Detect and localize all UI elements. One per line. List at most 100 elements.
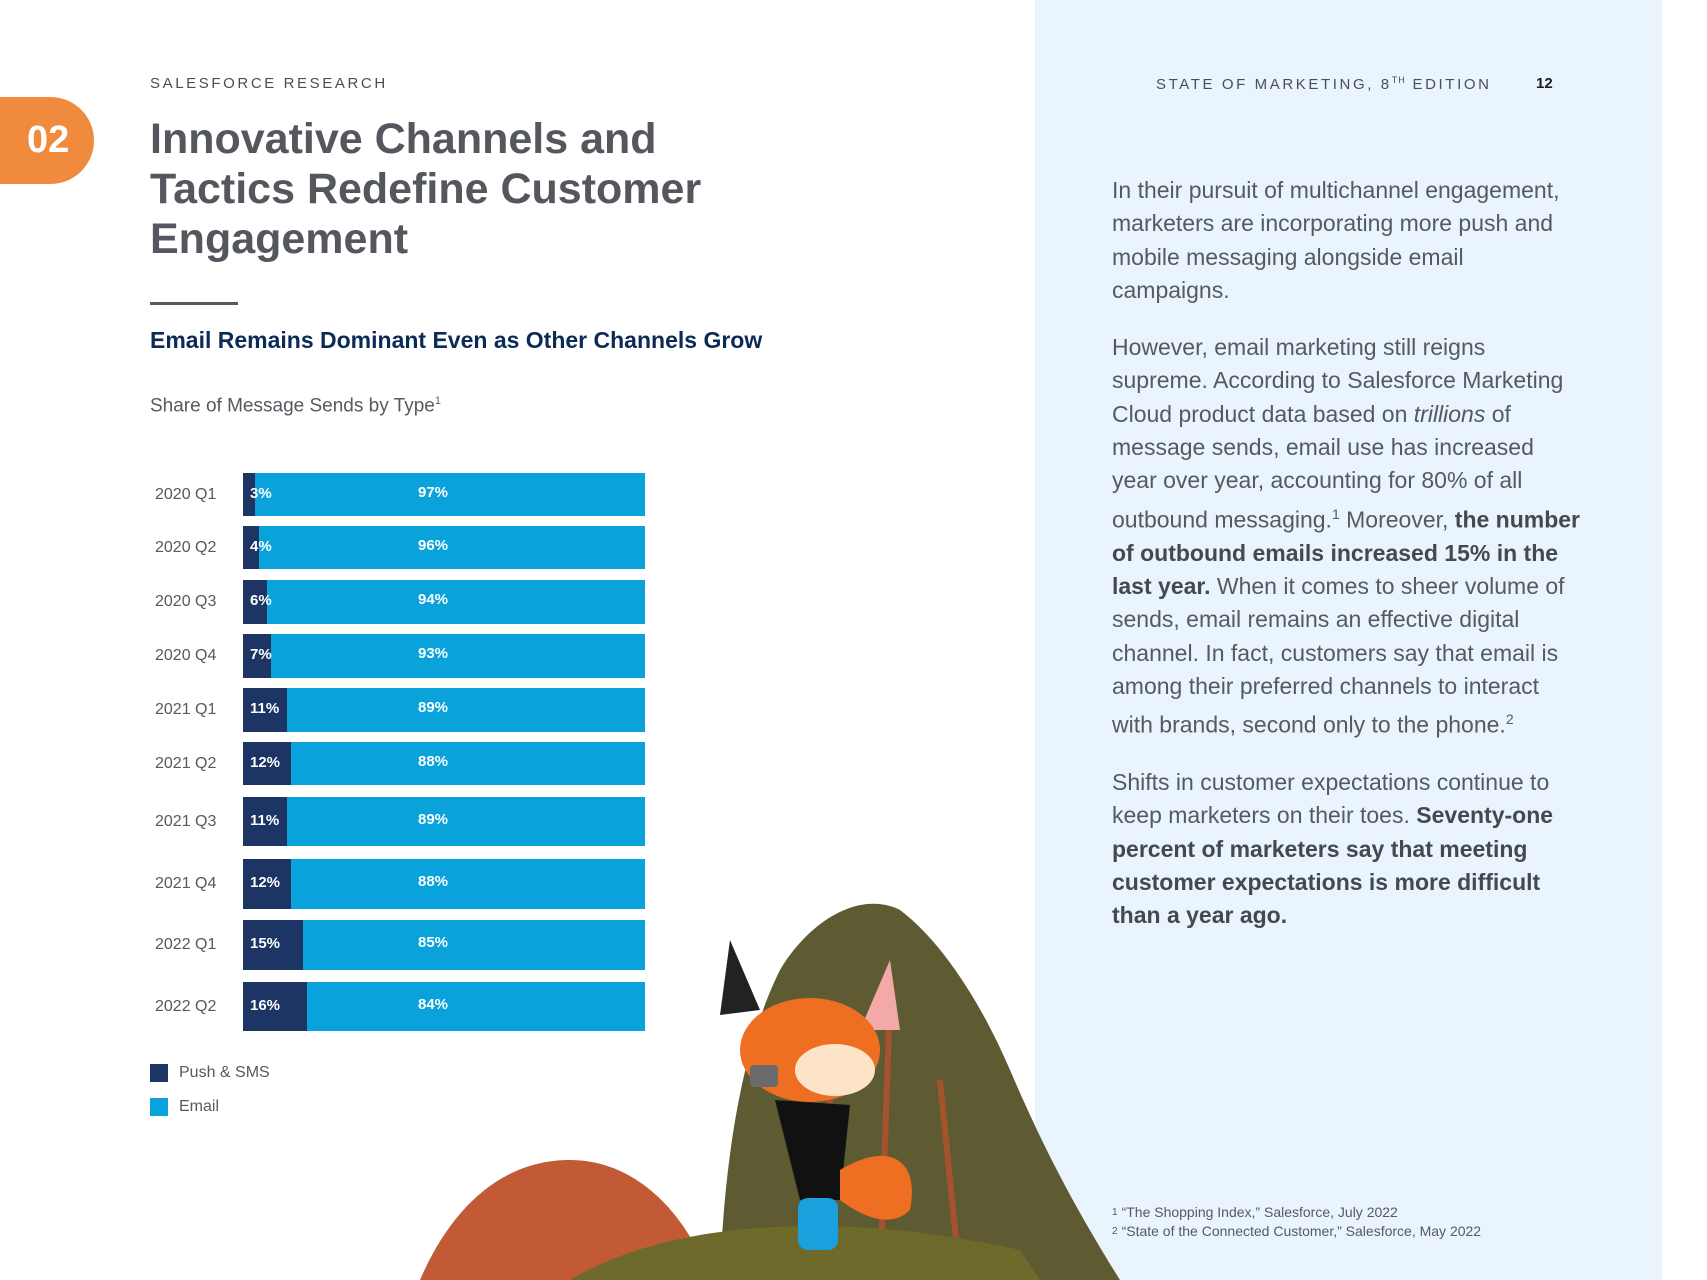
chart-subtitle: Share of Message Sends by Type1 xyxy=(150,395,441,417)
value-label-push-sms: 3% xyxy=(250,484,272,502)
chart-subtitle-text: Share of Message Sends by Type xyxy=(150,395,435,417)
body-copy: In their pursuit of multichannel engagem… xyxy=(1112,174,1582,957)
footnote-ref-2: 2 xyxy=(1505,711,1514,728)
value-label-push-sms: 11% xyxy=(250,700,280,717)
footnote-text-2: “State of the Connected Customer,” Sales… xyxy=(1121,1223,1482,1239)
body-p2-b: of message sends, email use has increase… xyxy=(1112,400,1534,533)
legend-swatch-email xyxy=(150,1098,168,1116)
title-divider xyxy=(150,302,238,305)
footnote-2: 2 “State of the Connected Customer,” Sale… xyxy=(1112,1222,1481,1241)
category-label: 2020 Q2 xyxy=(155,538,217,556)
section-tab: 02 xyxy=(0,97,94,184)
bar-email xyxy=(303,920,645,970)
report-title-prefix: STATE OF MARKETING, 8 xyxy=(1156,76,1392,93)
bar-push-sms xyxy=(243,473,255,516)
chart-subtitle-note: 1 xyxy=(434,395,441,407)
bar-push-sms xyxy=(243,526,259,569)
bar-email xyxy=(307,982,645,1031)
footnote-mark-1: 1 xyxy=(1112,1207,1118,1218)
category-label: 2022 Q2 xyxy=(155,997,217,1015)
legend-label-email: Email xyxy=(179,1098,220,1115)
section-number: 02 xyxy=(27,119,70,161)
fox-pants xyxy=(798,1198,838,1250)
stacked-bar-chart: 2020 Q1 3% 97% 2020 Q2 4% 96% 2020 Q3 6% 94% 2020… xyxy=(0,0,700,1080)
body-paragraph-2: However, email marketing still reigns su… xyxy=(1112,331,1582,742)
value-label-push-sms: 12% xyxy=(250,874,281,891)
legend-swatch-push xyxy=(150,1064,168,1082)
grassy-hill xyxy=(570,1226,1040,1280)
value-label-email: 85% xyxy=(418,934,449,951)
bar-push-sms xyxy=(243,580,267,624)
value-label-email: 89% xyxy=(418,810,449,828)
bar-email xyxy=(255,473,645,516)
value-label-push-sms: 16% xyxy=(250,996,281,1014)
value-label-email: 94% xyxy=(418,591,449,608)
bar-push-sms xyxy=(243,688,287,732)
fox-right-ear xyxy=(860,960,900,1030)
bar-push-sms xyxy=(243,859,291,909)
chart-heading: Email Remains Dominant Even as Other Cha… xyxy=(150,327,763,353)
fox-photographer-illustration xyxy=(420,903,1120,1280)
bar-email xyxy=(259,526,645,569)
legend-label-push: Push & SMS xyxy=(179,1064,270,1081)
report-title: STATE OF MARKETING, 8TH EDITION xyxy=(1156,75,1492,93)
footnote-1: 1 “The Shopping Index,” Salesforce, July … xyxy=(1112,1203,1481,1222)
body-p2-bold: the number of outbound emails increased … xyxy=(1112,506,1581,599)
footnote-text-1: “The Shopping Index,” Salesforce, July 2… xyxy=(1121,1204,1398,1220)
category-label: 2021 Q2 xyxy=(155,754,217,772)
bar-push-sms xyxy=(243,797,287,846)
body-p2-c: Moreover, xyxy=(1339,506,1455,533)
value-label-email: 93% xyxy=(418,645,449,662)
body-p3-a: Shifts in customer expectations continue… xyxy=(1112,769,1550,829)
legend-push-sms: Push & SMS xyxy=(150,1064,270,1082)
value-label-push-sms: 4% xyxy=(250,537,272,555)
category-label: 2020 Q1 xyxy=(155,485,217,503)
category-label: 2022 Q1 xyxy=(155,936,217,953)
report-title-suffix: EDITION xyxy=(1405,76,1492,93)
bar-email xyxy=(291,742,645,785)
value-label-email: 89% xyxy=(418,699,449,716)
footnote-mark-2: 2 xyxy=(1112,1226,1118,1237)
camera-icon xyxy=(750,1065,778,1087)
bar-push-sms xyxy=(243,634,271,678)
footnote-ref-1: 1 xyxy=(1331,505,1340,522)
value-label-email: 96% xyxy=(418,536,449,554)
body-p2-em: trillions xyxy=(1413,400,1486,427)
eyebrow: SALESFORCE RESEARCH xyxy=(150,75,388,92)
category-label: 2020 Q4 xyxy=(155,647,217,664)
value-label-push-sms: 11% xyxy=(250,811,280,829)
body-p3-bold: Seventy-one percent of marketers say tha… xyxy=(1112,802,1554,929)
footnotes: 1 “The Shopping Index,” Salesforce, July … xyxy=(1112,1203,1481,1241)
value-label-email: 88% xyxy=(418,873,449,890)
body-paragraph-1: In their pursuit of multichannel engagem… xyxy=(1112,177,1560,303)
bar-email xyxy=(291,859,645,909)
category-label: 2021 Q4 xyxy=(155,875,217,892)
fox-tail xyxy=(840,1155,912,1220)
body-p2-a: However, email marketing still reigns su… xyxy=(1112,334,1564,427)
autumn-bush xyxy=(420,1160,710,1280)
legend-email: Email xyxy=(150,1098,219,1116)
bar-push-sms xyxy=(243,920,303,970)
category-label: 2021 Q3 xyxy=(155,812,217,830)
report-title-sup: TH xyxy=(1391,75,1406,85)
bar-email xyxy=(267,580,645,624)
page-number: 12 xyxy=(1536,75,1553,92)
body-p2-d: When it comes to sheer volume of sends, … xyxy=(1112,572,1565,738)
bar-email xyxy=(271,634,645,678)
value-label-push-sms: 15% xyxy=(250,935,281,952)
fox-face xyxy=(795,1044,875,1096)
fox-shirt xyxy=(775,1100,850,1200)
value-label-push-sms: 12% xyxy=(250,753,281,771)
value-label-email: 84% xyxy=(418,995,449,1013)
category-label: 2020 Q3 xyxy=(155,593,217,610)
body-paragraph-3: Shifts in customer expectations continue… xyxy=(1112,766,1582,932)
value-label-email: 97% xyxy=(418,483,449,501)
value-label-email: 88% xyxy=(418,752,449,770)
fox-left-ear xyxy=(720,940,760,1015)
page-title: Innovative Channels and Tactics Redefine… xyxy=(150,115,702,263)
category-label: 2021 Q1 xyxy=(155,701,217,718)
bar-push-sms xyxy=(243,742,291,785)
value-label-push-sms: 6% xyxy=(250,592,272,609)
right-panel xyxy=(1035,0,1662,1280)
bar-email xyxy=(287,797,645,846)
